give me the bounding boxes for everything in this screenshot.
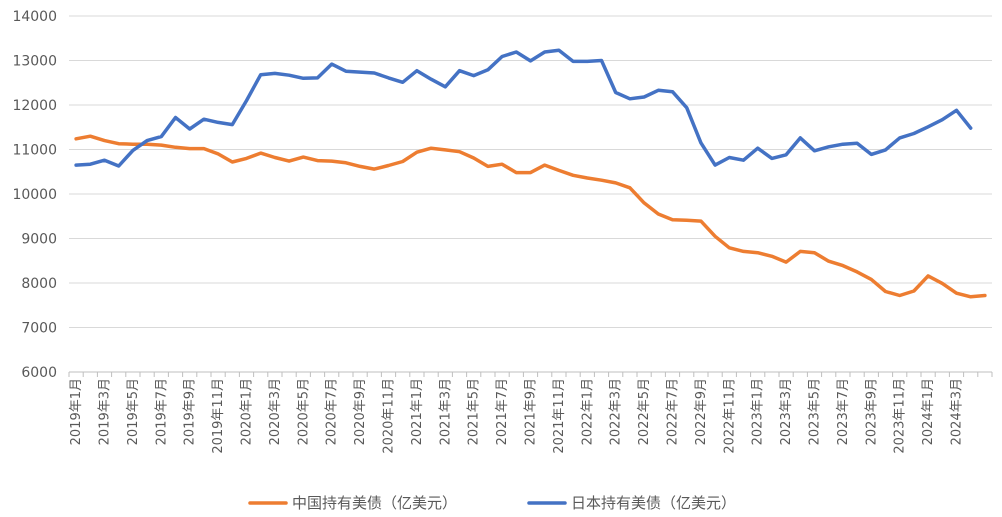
- x-tick-label: 2022年7月: [666, 378, 681, 445]
- x-tick-label: 2020年1月: [240, 378, 255, 445]
- x-tick-label: 2023年7月: [836, 378, 851, 445]
- x-tick-label: 2022年11月: [722, 378, 737, 454]
- y-tick-label: 13000: [12, 54, 57, 70]
- x-tick-label: 2020年9月: [353, 378, 368, 445]
- x-tick-label: 2020年7月: [325, 378, 340, 445]
- y-tick-label: 14000: [12, 9, 57, 25]
- y-axis-ticks: 6000 7000 8000 9000 10000 11000 12000 13000 1400…: [12, 9, 57, 381]
- series-lines: [74, 48, 987, 299]
- x-tick-label: 2019年1月: [69, 378, 84, 445]
- x-tick-label: 2024年1月: [921, 378, 936, 445]
- x-tick-label: 2020年3月: [268, 378, 283, 445]
- x-tick-label: 2021年11月: [552, 378, 567, 454]
- y-tick-label: 7000: [21, 321, 57, 337]
- gridlines: [69, 15, 992, 328]
- x-tick-label: 2022年1月: [580, 378, 595, 445]
- x-tick-label: 2022年5月: [637, 378, 652, 445]
- x-tick-label: 2023年1月: [751, 378, 766, 445]
- x-tick-label: 2023年11月: [893, 378, 908, 454]
- legend: 中国持有美债（亿美元） 日本持有美债（亿美元）: [248, 494, 736, 512]
- x-tick-label: 2022年9月: [694, 378, 709, 445]
- x-tick-label: 2020年11月: [382, 378, 397, 454]
- legend-label-china: 中国持有美债（亿美元）: [292, 494, 457, 512]
- y-tick-label: 6000: [21, 365, 57, 381]
- x-tick-label: 2023年9月: [864, 378, 879, 445]
- x-tick-label: 2019年11月: [211, 378, 226, 454]
- x-tick-label: 2024年3月: [950, 378, 965, 445]
- y-tick-label: 11000: [12, 143, 57, 159]
- x-tick-label: 2019年3月: [98, 378, 113, 445]
- x-axis: 2019年1月 2019年3月 2019年5月 2019年7月 2019年9月 2019年…: [68, 371, 993, 454]
- x-tick-label: 2021年5月: [467, 378, 482, 445]
- x-tick-label: 2019年5月: [126, 378, 141, 445]
- legend-label-japan: 日本持有美债（亿美元）: [571, 494, 736, 512]
- x-tick-label: 2019年9月: [183, 378, 198, 445]
- series-line-china: [74, 134, 987, 299]
- x-tick-label: 2020年5月: [296, 378, 311, 445]
- x-tick-label: 2021年3月: [438, 378, 453, 445]
- y-tick-label: 8000: [21, 276, 57, 292]
- series-line-japan: [74, 48, 973, 168]
- x-tick-label: 2022年3月: [609, 378, 624, 445]
- y-tick-label: 12000: [12, 98, 57, 114]
- x-tick-label: 2023年3月: [779, 378, 794, 445]
- x-tick-label: 2019年7月: [154, 378, 169, 445]
- y-tick-label: 9000: [21, 232, 57, 248]
- x-tick-label: 2021年7月: [495, 378, 510, 445]
- x-tick-label: 2021年9月: [524, 378, 539, 445]
- x-tick-label: 2023年5月: [808, 378, 823, 445]
- y-tick-label: 10000: [12, 187, 57, 203]
- x-tick-label: 2021年1月: [410, 378, 425, 445]
